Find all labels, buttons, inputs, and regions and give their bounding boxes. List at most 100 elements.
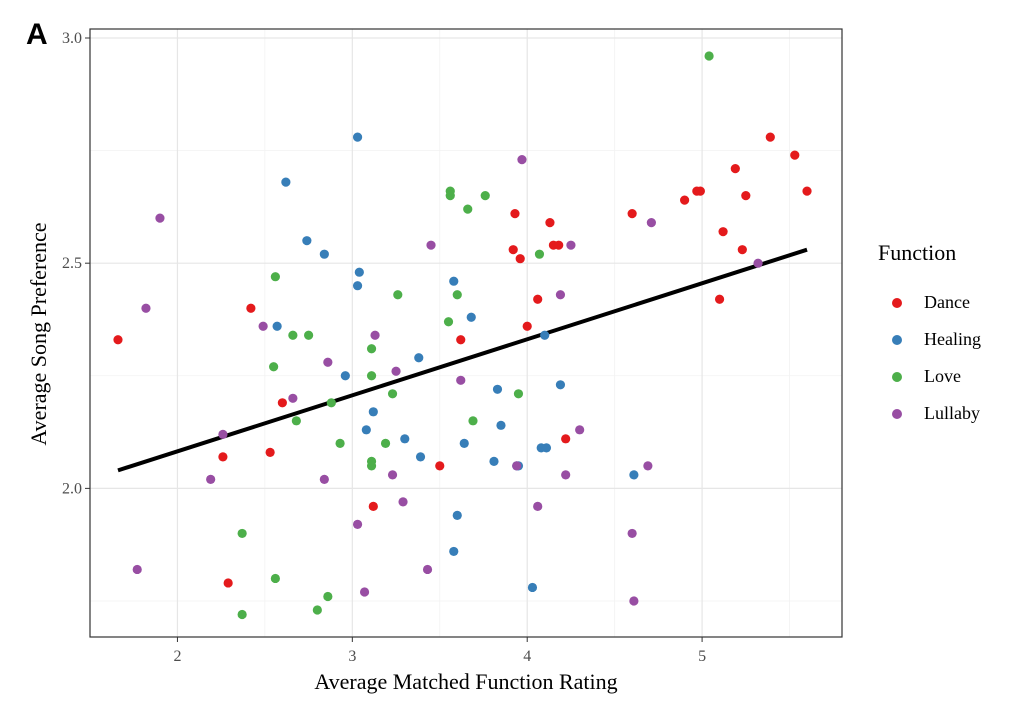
point-healing <box>489 456 499 466</box>
legend-label-lullaby: Lullaby <box>924 403 980 423</box>
point-dance <box>223 578 233 588</box>
point-dance <box>545 218 555 228</box>
point-lullaby <box>288 393 298 403</box>
point-healing <box>466 312 476 322</box>
y-axis-ticks: 2.0 2.5 3.0 <box>62 30 90 497</box>
point-dance <box>508 245 518 255</box>
point-dance <box>695 186 705 196</box>
legend-item-love: Love <box>878 358 981 395</box>
point-love <box>237 528 247 539</box>
point-lullaby <box>753 258 763 268</box>
point-lullaby <box>359 587 370 597</box>
point-dance <box>515 254 525 264</box>
point-lullaby <box>141 303 151 313</box>
point-lullaby <box>319 474 329 484</box>
point-healing <box>415 452 426 462</box>
point-dance <box>741 191 751 201</box>
legend-label-love: Love <box>924 366 961 386</box>
point-healing <box>340 371 350 381</box>
point-healing <box>352 281 363 291</box>
point-lullaby <box>426 240 436 250</box>
legend-item-healing: Healing <box>878 321 981 358</box>
point-dance <box>627 209 637 219</box>
legend: Function Dance Healing Love Lullaby <box>878 240 981 432</box>
point-lullaby <box>575 425 585 435</box>
point-dance <box>714 294 725 304</box>
point-love <box>452 290 462 300</box>
point-lullaby <box>391 366 401 376</box>
point-love <box>323 591 333 602</box>
point-lullaby <box>566 240 576 250</box>
point-love <box>534 249 545 259</box>
point-love <box>291 416 301 426</box>
point-dance <box>765 132 775 142</box>
point-lullaby <box>352 519 363 530</box>
point-dance <box>277 398 287 408</box>
legend-label-dance: Dance <box>924 292 970 312</box>
point-love <box>366 344 377 354</box>
point-healing <box>281 177 291 187</box>
point-love <box>463 204 473 214</box>
point-healing <box>540 330 550 340</box>
point-healing <box>302 236 312 246</box>
point-love <box>393 290 403 300</box>
point-healing <box>361 425 371 435</box>
point-healing <box>354 267 364 277</box>
point-lullaby <box>629 596 639 606</box>
x-axis-label: Average Matched Function Rating <box>314 669 617 694</box>
trend-line-group <box>117 247 808 473</box>
legend-item-lullaby: Lullaby <box>878 395 981 432</box>
point-lullaby <box>627 528 637 539</box>
point-lullaby <box>370 330 380 340</box>
point-lullaby <box>258 321 268 331</box>
legend-key-healing <box>892 334 902 345</box>
x-tick-label: 3 <box>348 648 356 665</box>
point-lullaby <box>323 357 333 367</box>
x-axis-ticks: 2 3 4 5 <box>173 637 706 665</box>
point-lullaby <box>456 375 466 385</box>
point-healing <box>449 276 459 286</box>
point-love <box>513 389 524 399</box>
point-dance <box>680 195 690 205</box>
point-healing <box>319 249 329 259</box>
point-dance <box>218 452 228 462</box>
point-love <box>335 438 345 448</box>
legend-key-dance <box>892 297 902 308</box>
point-love <box>312 605 322 615</box>
point-love <box>468 416 478 426</box>
trend-line <box>117 247 808 473</box>
point-dance <box>456 335 466 345</box>
legend-item-dance: Dance <box>878 284 981 321</box>
point-love <box>380 438 391 448</box>
point-lullaby <box>512 461 522 471</box>
point-dance <box>802 186 812 196</box>
point-love <box>269 362 279 372</box>
x-tick-label: 5 <box>698 648 706 665</box>
data-points <box>113 51 812 620</box>
point-dance <box>522 321 532 331</box>
point-healing <box>541 443 552 453</box>
legend-key-love <box>892 371 902 382</box>
grid-lines <box>89 29 842 637</box>
point-love <box>443 317 454 327</box>
y-tick-label: 3.0 <box>62 30 82 47</box>
point-love <box>480 191 490 201</box>
point-dance <box>730 164 740 174</box>
point-love <box>288 330 298 340</box>
point-healing <box>492 384 503 394</box>
point-lullaby <box>398 497 408 507</box>
point-healing <box>629 470 639 480</box>
legend-label-healing: Healing <box>924 329 981 349</box>
x-tick-label: 4 <box>523 648 531 665</box>
point-dance <box>790 150 800 160</box>
point-healing <box>352 132 363 142</box>
point-healing <box>272 321 282 331</box>
point-lullaby <box>517 155 527 165</box>
point-love <box>704 51 714 61</box>
point-lullaby <box>206 474 216 484</box>
point-healing <box>400 434 410 444</box>
point-love <box>366 371 377 381</box>
point-healing <box>459 438 469 448</box>
y-axis-label: Average Song Preference <box>26 222 51 445</box>
